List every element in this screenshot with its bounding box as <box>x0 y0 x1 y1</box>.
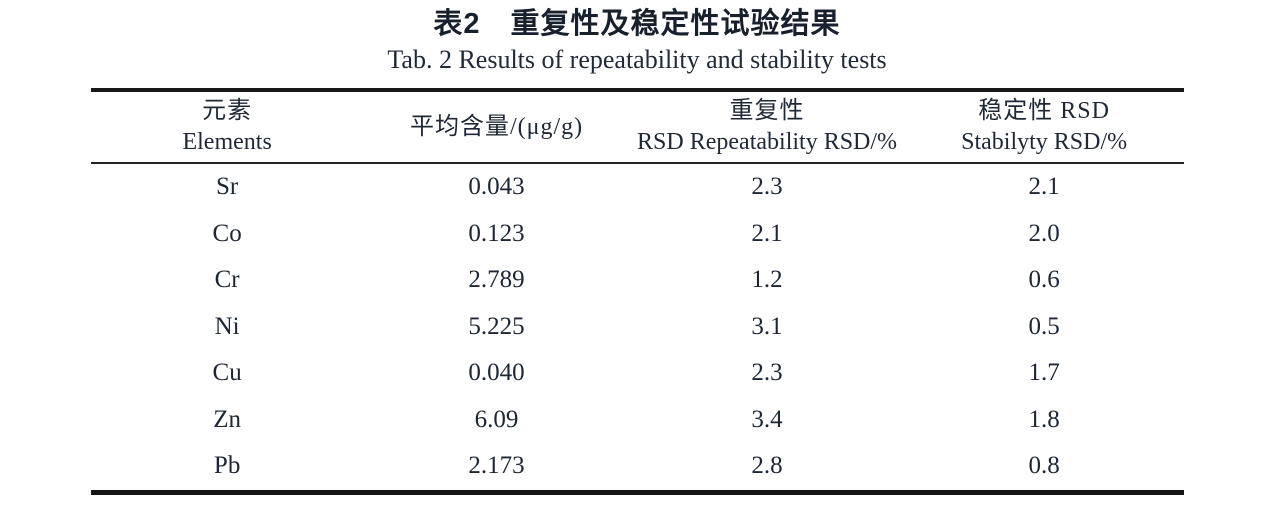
stability-cell: 1.7 <box>1028 359 1060 387</box>
table-row: Pb 2.173 2.8 0.8 <box>91 443 1184 492</box>
mean-cell: 2.789 <box>468 266 525 294</box>
table-row: Sr 0.043 2.3 2.1 <box>91 163 1184 211</box>
repeatability-cell: 2.3 <box>751 359 783 387</box>
table-row: Co 0.123 2.1 2.0 <box>91 211 1184 258</box>
mean-cell: 0.043 <box>468 173 525 201</box>
table-row: Cu 0.040 2.3 1.7 <box>91 350 1184 397</box>
results-table: 元素 Elements 平均含量/(μg/g) 重复性 RSD Repeatab… <box>90 88 1184 495</box>
table-body: Sr 0.043 2.3 2.1 Co 0.123 2.1 2.0 Cr 2.7… <box>91 163 1184 492</box>
stability-cell: 1.8 <box>1028 405 1060 433</box>
repeatability-cell: 3.1 <box>751 312 783 340</box>
element-cell: Zn <box>213 405 242 433</box>
mean-cell: 0.040 <box>468 359 525 387</box>
element-cell: Co <box>212 219 242 247</box>
repeatability-cell: 2.3 <box>751 173 783 201</box>
repeatability-cell: 1.2 <box>751 266 783 294</box>
element-cell: Sr <box>216 173 239 201</box>
col-header-repeatability: 重复性 RSD Repeatability RSD/% <box>629 90 905 164</box>
table-caption-en: Tab. 2 Results of repeatability and stab… <box>387 45 887 74</box>
col-header-mean-content: 平均含量/(μg/g) <box>363 90 630 164</box>
table-caption-zh: 表2 重复性及稳定性试验结果 <box>433 8 841 40</box>
table-header: 元素 Elements 平均含量/(μg/g) 重复性 RSD Repeatab… <box>90 90 1184 164</box>
repeatability-cell: 2.1 <box>751 219 783 247</box>
col-header-repeatability-zh: 重复性 <box>729 98 805 124</box>
mean-cell: 0.123 <box>468 219 525 247</box>
mean-cell: 2.173 <box>468 452 525 480</box>
mean-cell: 6.09 <box>474 405 519 433</box>
col-header-stability-zh: 稳定性 RSD <box>978 98 1110 124</box>
stability-cell: 2.0 <box>1028 219 1060 247</box>
table-row: Zn 6.09 3.4 1.8 <box>91 397 1184 444</box>
col-header-repeatability-en: RSD Repeatability RSD/% <box>637 129 898 155</box>
col-header-stability-en: Stabilyty RSD/% <box>961 129 1128 155</box>
header-row: 元素 Elements 平均含量/(μg/g) 重复性 RSD Repeatab… <box>90 90 1184 164</box>
element-cell: Cu <box>212 359 242 387</box>
element-cell: Ni <box>214 312 240 340</box>
repeatability-cell: 3.4 <box>751 405 783 433</box>
repeatability-cell: 2.8 <box>751 452 783 480</box>
table-row: Ni 5.225 3.1 0.5 <box>91 304 1184 351</box>
stability-cell: 0.8 <box>1028 452 1060 480</box>
stability-cell: 2.1 <box>1028 173 1060 201</box>
col-header-mean-content-zh: 平均含量/(μg/g) <box>409 113 584 140</box>
mean-cell: 5.225 <box>468 312 525 340</box>
stability-cell: 0.5 <box>1028 312 1060 340</box>
col-header-elements-zh: 元素 <box>202 98 253 124</box>
table-row: Cr 2.789 1.2 0.6 <box>91 257 1184 304</box>
stability-cell: 0.6 <box>1028 266 1060 294</box>
element-cell: Cr <box>214 266 240 294</box>
col-header-elements: 元素 Elements <box>90 90 364 164</box>
col-header-elements-en: Elements <box>182 129 272 155</box>
col-header-stability: 稳定性 RSD Stabilyty RSD/% <box>904 90 1184 164</box>
element-cell: Pb <box>213 452 241 480</box>
